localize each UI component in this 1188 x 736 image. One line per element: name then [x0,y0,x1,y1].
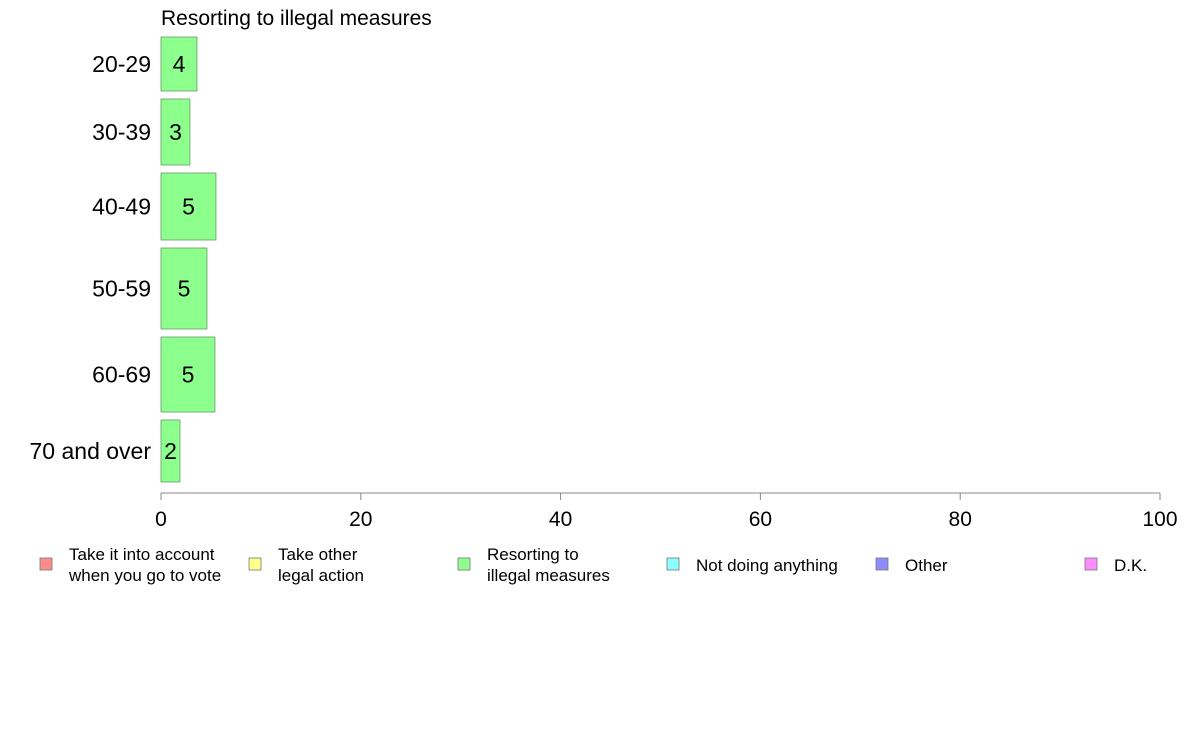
x-tick-label: 0 [155,508,167,531]
legend-swatch [39,557,53,571]
category-label: 40-49 [92,194,151,220]
x-tick-label: 80 [949,508,972,531]
x-tick-label: 40 [549,508,572,531]
legend-label: Take other [278,545,358,564]
category-label: 30-39 [92,119,151,145]
bar-50-59 [160,247,208,330]
x-tick-label: 60 [749,508,772,531]
legend-label: Other [905,556,948,575]
legend-label: when you go to vote [68,566,221,585]
category-label: 60-69 [92,362,151,388]
bar-value-label: 3 [169,119,182,145]
legend-swatch [666,557,680,571]
bar-40-49 [160,172,217,241]
x-tick-label: 20 [349,508,372,531]
legend-swatch [1084,557,1098,571]
chart-title: Resorting to illegal measures [161,7,432,30]
bar-20-29 [160,36,198,92]
legend-swatch [875,557,889,571]
legend-label: illegal measures [487,566,610,585]
bar-value-label: 2 [164,438,177,464]
bar-value-label: 5 [182,194,195,220]
x-tick-label: 100 [1142,508,1177,531]
legend-label: D.K. [1114,556,1147,575]
bar-30-39 [160,98,191,166]
bar-70-and-over [160,419,181,483]
legend-item: Other [875,556,948,575]
legend-item: Take other legal action [248,545,364,585]
bar-60-69 [160,336,216,413]
legend-swatch [248,557,262,571]
category-label: 70 and over [30,438,152,464]
category-label: 50-59 [92,276,151,302]
bar-value-label: 5 [178,276,191,302]
legend-item: Not doing anything [666,556,838,575]
legend-swatch [457,557,471,571]
legend-label: legal action [278,566,364,585]
legend-item: Resorting to illegal measures [457,545,610,585]
legend-label: Take it into account [69,545,215,564]
bars-group: 4 20-29 3 30-39 5 40-49 5 50-59 5 60-69 2 70 and ov… [30,36,217,483]
legend-item: D.K. [1084,556,1147,575]
legend-item: Take it into account when you go to vote [39,545,221,585]
category-label: 20-29 [92,51,151,77]
legend-label: Not doing anything [696,556,838,575]
x-axis: 0 20 40 60 80 100 [155,492,1178,531]
legend-label: Resorting to [487,545,579,564]
bar-value-label: 5 [182,362,195,388]
bar-value-label: 4 [173,51,186,77]
